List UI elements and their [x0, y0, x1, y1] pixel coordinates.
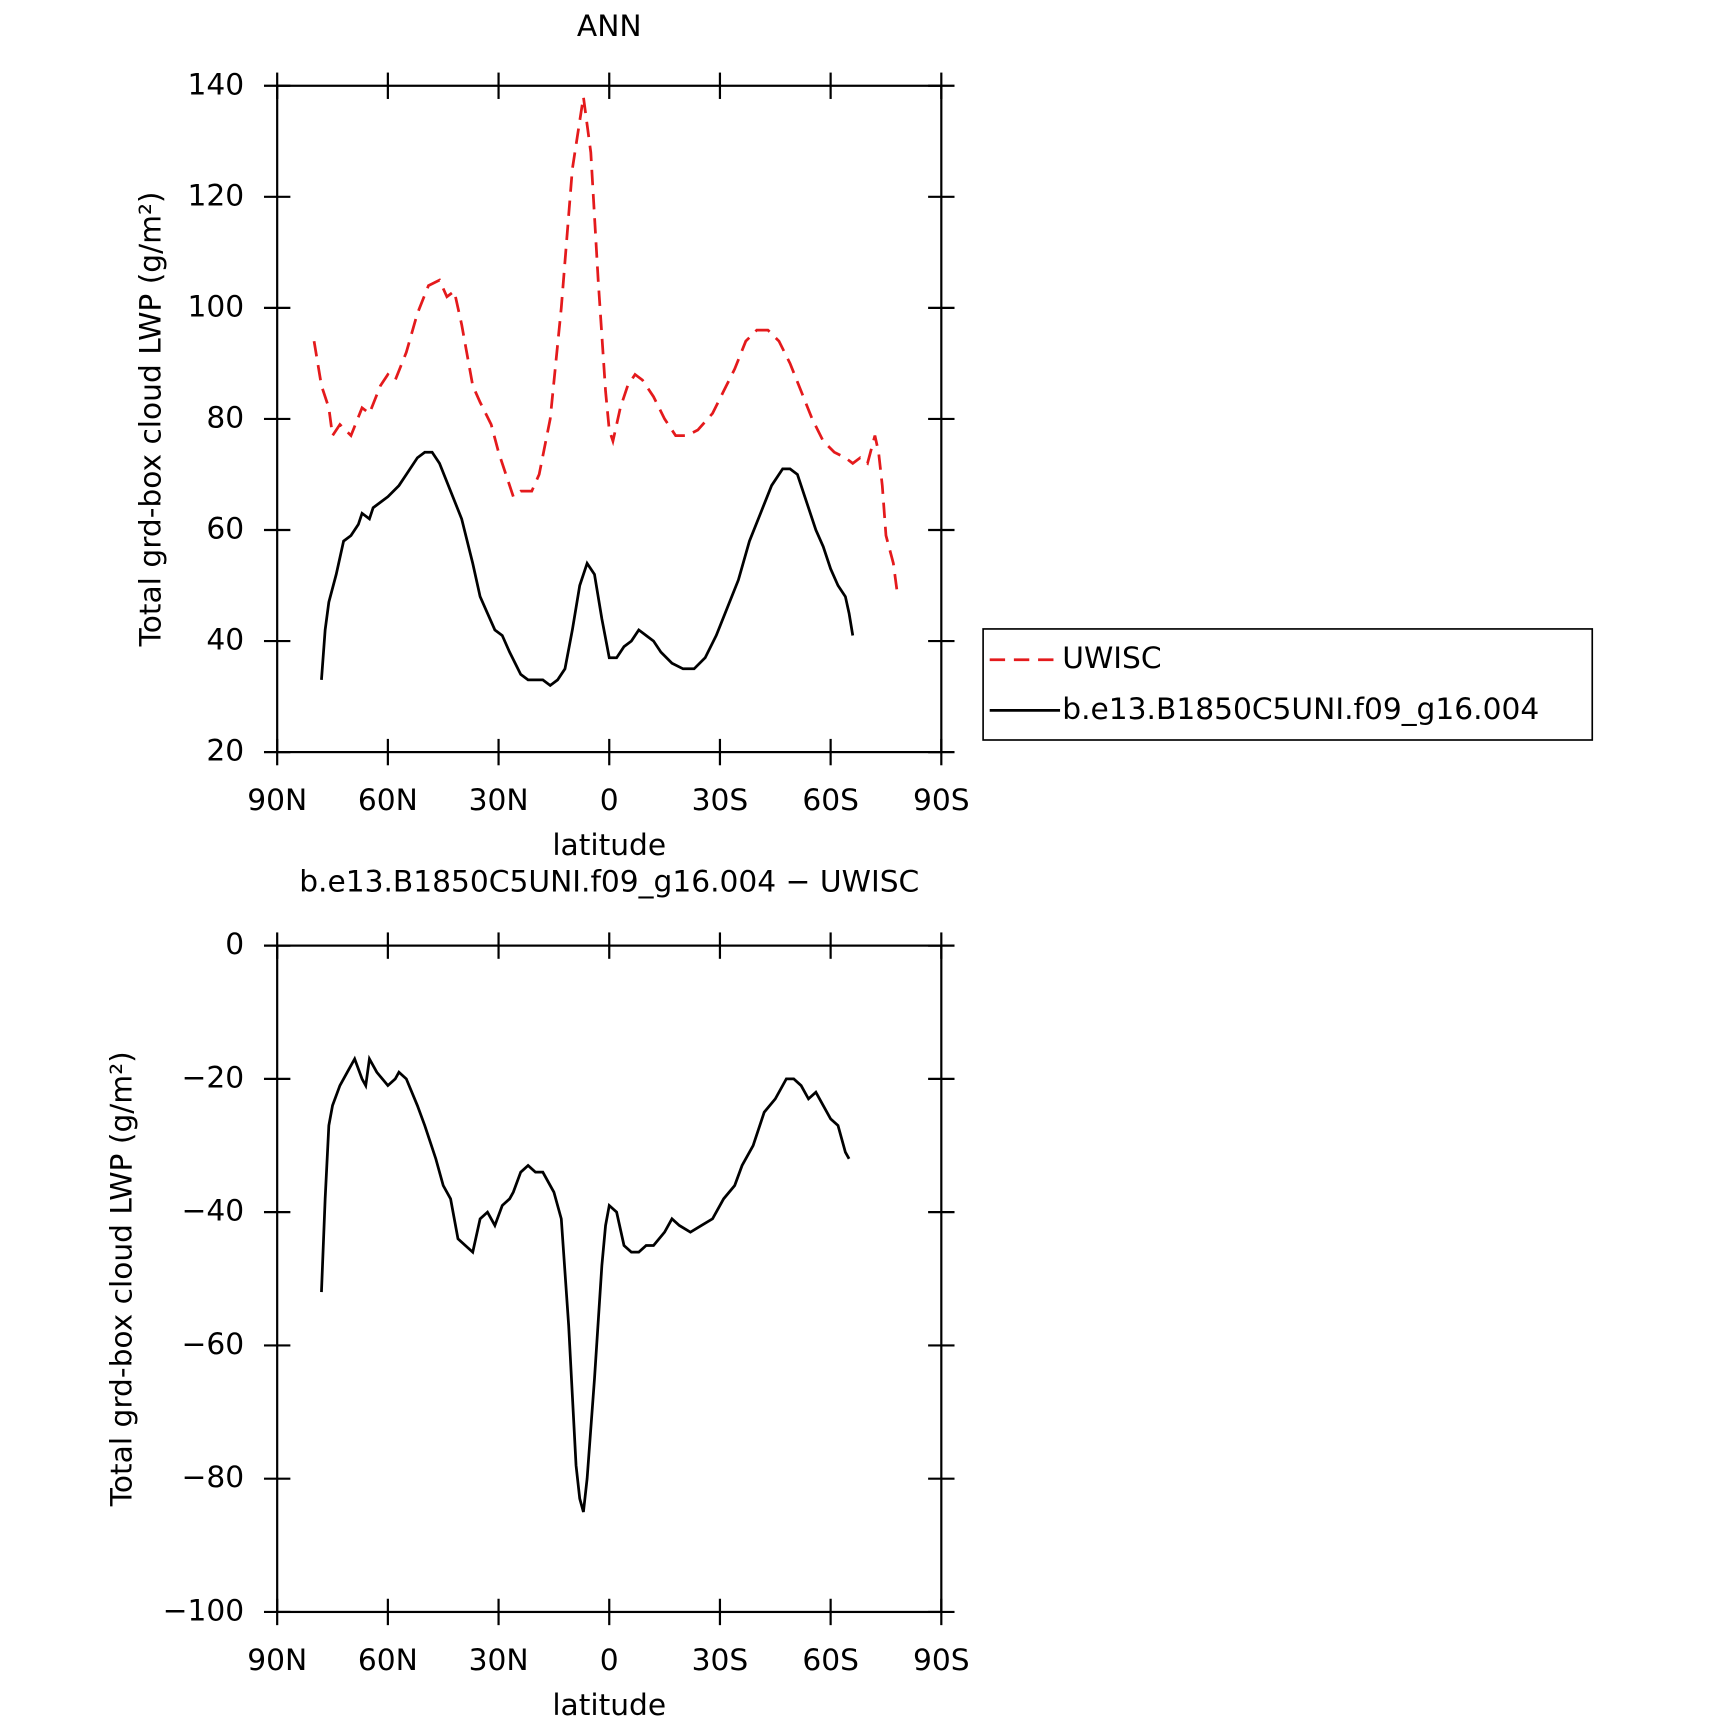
x-tick-label: 30N [469, 782, 529, 817]
y-tick-label: 20 [206, 733, 244, 768]
x-axis-label: latitude [552, 827, 666, 862]
x-tick-label: 90N [247, 1642, 307, 1677]
y-axis-label: Total grd-box cloud LWP (g/m²) [104, 1051, 139, 1507]
chart-title: ANN [577, 8, 642, 43]
y-tick-label: 100 [188, 288, 245, 323]
y-tick-label: 40 [206, 622, 244, 657]
legend-label: UWISC [1062, 640, 1161, 675]
x-tick-label: 30S [692, 1642, 749, 1677]
x-tick-label: 90S [913, 1642, 970, 1677]
y-tick-label: 60 [206, 510, 244, 545]
x-tick-label: 60N [358, 1642, 418, 1677]
x-tick-label: 0 [600, 782, 619, 817]
x-tick-label: 60S [802, 1642, 859, 1677]
y-axis-label: Total grd-box cloud LWP (g/m²) [132, 191, 167, 647]
plot-frame [276, 944, 943, 1614]
data-line [320, 1054, 851, 1513]
y-tick-label: 140 [188, 66, 245, 101]
x-tick-label: 90S [913, 782, 970, 817]
x-axis-label: latitude [552, 1687, 666, 1722]
data-line [312, 96, 899, 592]
y-tick-label: 0 [225, 926, 244, 961]
x-tick-label: 0 [600, 1642, 619, 1677]
legend-label: b.e13.B1850C5UNI.f09_g16.004 [1062, 691, 1539, 726]
x-tick-label: 60N [358, 782, 418, 817]
chart-title: b.e13.B1850C5UNI.f09_g16.004 − UWISC [299, 863, 919, 898]
y-tick-label: 120 [188, 177, 245, 212]
y-tick-label: 80 [206, 399, 244, 434]
y-tick-label: −80 [182, 1459, 245, 1494]
y-tick-label: −20 [182, 1059, 245, 1094]
y-tick-label: −60 [182, 1326, 245, 1361]
x-tick-label: 30N [469, 1642, 529, 1677]
legend-box [982, 628, 1594, 741]
y-tick-label: −40 [182, 1193, 245, 1228]
x-tick-label: 30S [692, 782, 749, 817]
x-tick-label: 60S [802, 782, 859, 817]
data-line [320, 450, 855, 688]
y-tick-label: −100 [163, 1592, 245, 1627]
x-tick-label: 90N [247, 782, 307, 817]
